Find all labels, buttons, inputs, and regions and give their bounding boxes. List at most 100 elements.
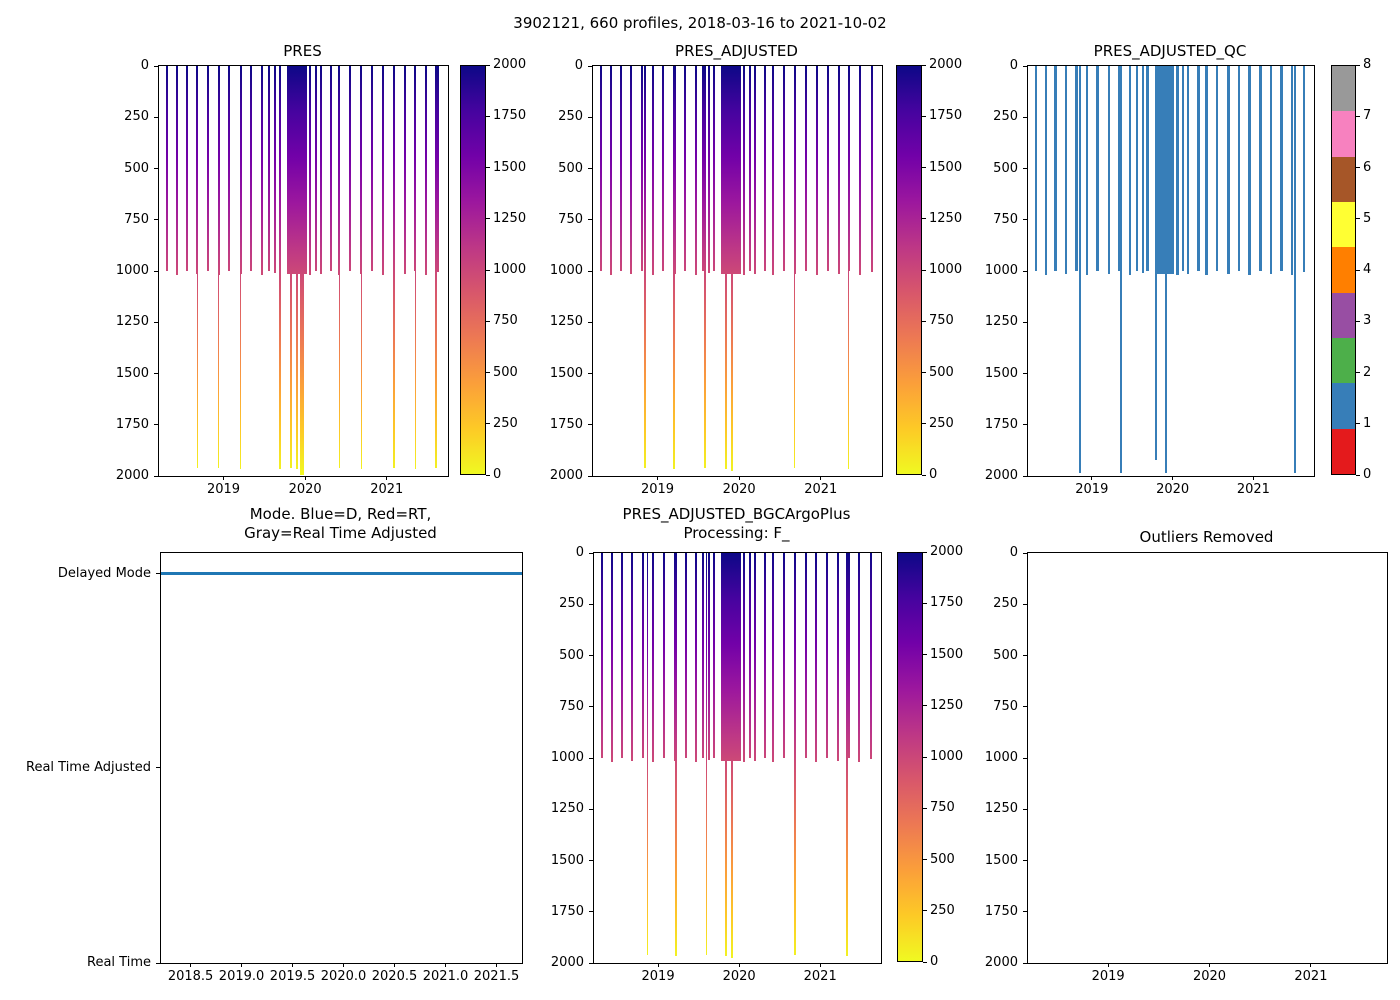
profile-line-deep-fill <box>239 66 242 469</box>
y-tick-mark <box>1023 321 1027 323</box>
profile-line-fill <box>815 66 818 275</box>
colorbar-tick-label: 1000 <box>493 262 527 277</box>
profile-line <box>847 553 850 758</box>
colorbar-tick-mark <box>1356 115 1360 117</box>
profile-line-fill <box>794 66 797 275</box>
profile-line-deep <box>393 66 395 468</box>
profile-line-fill <box>702 66 705 271</box>
profile-line-deep-fill <box>393 66 395 468</box>
x-tick-mark <box>190 963 192 967</box>
profile-line-fill <box>601 553 604 758</box>
profile-line-deep <box>338 66 341 468</box>
axes-pres-adjusted-qc: 2019 2020 2021 0 250 500 750 1000 1250 1500 1750 20… <box>985 58 1315 497</box>
colorbar-tick-label: 750 <box>929 313 954 329</box>
profile-line-deep-fill <box>1294 66 1297 473</box>
profile-line-deep-fill <box>704 66 706 468</box>
profile-line-fill <box>619 66 622 271</box>
profile-line <box>673 66 676 275</box>
colorbar-tick-label: 0 <box>929 467 938 482</box>
y-tick-label: 2000 <box>550 955 584 970</box>
profile-line-fill <box>228 66 231 271</box>
colorbar-tick-label: 500 <box>493 364 518 380</box>
profile-line <box>772 66 775 275</box>
y-tick-label: 250 <box>558 109 583 125</box>
y-tick-mark <box>588 475 592 477</box>
colorbar-tick-mark <box>1356 423 1360 425</box>
profile-line <box>330 66 333 271</box>
x-tick-mark <box>1091 476 1093 480</box>
y-tick-label: 250 <box>559 596 584 612</box>
profile-line <box>674 553 677 762</box>
colorbar-tick-mark <box>1356 474 1360 476</box>
y-tick-label: 250 <box>993 596 1018 612</box>
y-tick-mark <box>588 116 592 118</box>
profile-line <box>858 66 861 275</box>
profile-line <box>805 66 808 271</box>
x-tick-label: 2018.5 <box>167 969 214 984</box>
profile-line-fill <box>684 553 687 758</box>
profile-line-fill <box>330 66 333 271</box>
y-tick-label: 500 <box>124 160 149 176</box>
profile-line <box>837 66 840 275</box>
profile-line-fill <box>772 66 775 275</box>
profile-line-fill <box>826 553 829 758</box>
y-tick-mark <box>1023 603 1027 605</box>
profile-line <box>1197 66 1200 271</box>
y-tick-label: 1250 <box>115 314 149 330</box>
profile-line-fill <box>753 66 756 275</box>
axes-pres-adjusted: 2019 2020 2021 0 250 500 750 1000 1250 1500 1750 20… <box>550 58 883 497</box>
profile-line <box>662 66 665 271</box>
profile-line-fill <box>805 66 808 271</box>
y-tick-mark <box>589 552 593 554</box>
profile-line <box>1215 66 1219 271</box>
profile-line <box>1181 66 1185 271</box>
colorbar-tick-label: 1250 <box>930 697 964 713</box>
profile-line-fill <box>858 553 861 762</box>
x-tick-mark <box>496 963 497 967</box>
profile-line-deep-fill <box>847 66 850 469</box>
y-tick-mark <box>1023 270 1027 272</box>
y-tick-mark <box>1023 475 1027 477</box>
y-tick-label: 1000 <box>549 263 583 278</box>
plot-title-pres-adjusted-bgc: PRES_ADJUSTED_BGCArgoPlus Processing: F_ <box>622 505 851 543</box>
profile-line-fill <box>1096 66 1099 271</box>
profile-band <box>1154 66 1175 275</box>
y-tick-mark <box>588 65 592 67</box>
y-tick-label: 1750 <box>550 903 584 919</box>
colorbar-segment <box>1332 111 1355 157</box>
y-tick-label: 1750 <box>984 903 1018 919</box>
colorbar-tick-label: 1750 <box>930 595 964 611</box>
profile-line <box>1227 66 1230 275</box>
x-tick-label: 2021 <box>1236 482 1270 497</box>
profile-line-fill <box>837 66 840 275</box>
y-tick-label: 750 <box>993 211 1018 227</box>
profile-line-fill <box>1290 66 1294 275</box>
x-tick-mark <box>819 963 821 967</box>
profile-line <box>837 553 840 762</box>
profile-line <box>694 66 697 275</box>
profile-band-fill <box>721 553 741 762</box>
profile-line-fill <box>1227 66 1230 275</box>
colorbar-tick-label: 1750 <box>929 108 963 124</box>
profile-line-deep <box>217 66 220 468</box>
colorbar-segment <box>1332 383 1355 429</box>
profile-line-deep <box>675 553 677 956</box>
y-tick-label: 2000 <box>115 468 149 483</box>
profile-line-fill <box>742 553 745 762</box>
colorbar-tick-label: 750 <box>493 313 518 329</box>
colorbar-tick-label: 2 <box>1363 364 1372 380</box>
profile-line-fill <box>782 553 785 758</box>
y-tick-label: 1000 <box>115 263 149 278</box>
x-tick-label: 2020 <box>288 482 322 497</box>
colorbar-qc: 8 7 6 5 4 3 2 1 0 <box>1331 57 1371 482</box>
profile-line <box>702 66 705 271</box>
profile-line <box>827 66 830 271</box>
profile-line-fill <box>175 66 178 275</box>
profile-line <box>1034 66 1038 271</box>
y-tick-mark <box>1023 655 1027 656</box>
x-tick-label: 2021 <box>1294 969 1328 984</box>
profile-line <box>1269 66 1273 275</box>
profile-line-fill <box>273 66 276 274</box>
x-tick-mark <box>1252 476 1254 480</box>
colorbar-tick-label: 1750 <box>493 108 527 124</box>
